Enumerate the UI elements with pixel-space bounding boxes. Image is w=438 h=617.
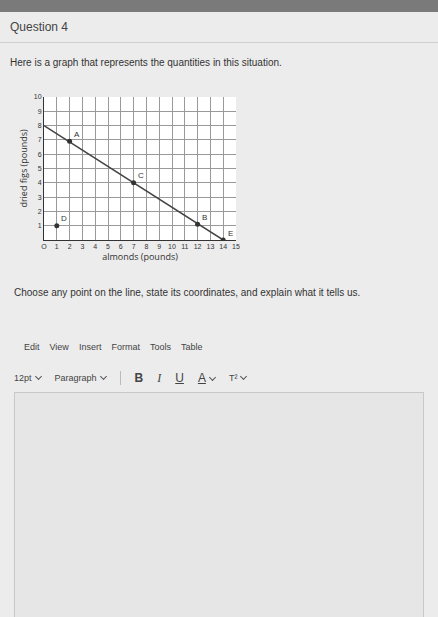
html-text:Insert: Insert	[78, 342, 102, 352]
html-text:Edit: Edit	[24, 342, 40, 352]
svg-text:15: 15	[232, 243, 240, 250]
svg-text:4: 4	[93, 243, 97, 250]
svg-text:9: 9	[157, 243, 161, 250]
svg-text:8: 8	[144, 243, 148, 250]
svg-text:5: 5	[106, 243, 110, 250]
svg-text:8: 8	[38, 122, 42, 129]
svg-text:almonds (pounds): almonds (pounds)	[102, 250, 178, 263]
html-text:T²: T²	[228, 373, 238, 383]
svg-text:4: 4	[38, 179, 42, 186]
html-text:Here is a graph that represent: Here is a graph that represents the quan…	[10, 57, 282, 68]
svg-text:5: 5	[38, 165, 42, 172]
svg-text:E: E	[228, 229, 233, 238]
svg-text:7: 7	[38, 136, 42, 143]
svg-text:3: 3	[80, 243, 84, 250]
svg-text:14: 14	[219, 243, 227, 250]
svg-text:11: 11	[181, 243, 188, 250]
html-text:View: View	[49, 342, 69, 352]
html-text:A: A	[197, 371, 206, 385]
svg-text:C: C	[138, 171, 144, 180]
svg-text:D: D	[61, 214, 67, 223]
svg-text:1: 1	[38, 222, 42, 229]
html-text:Tools: Tools	[149, 342, 171, 352]
html-text:Table: Table	[180, 342, 203, 352]
svg-text:3: 3	[38, 194, 42, 201]
html-text:B: B	[134, 371, 144, 385]
svg-text:13: 13	[207, 243, 215, 250]
html-text:Choose any point on the line,: Choose any point on the line, state its …	[14, 287, 361, 298]
svg-text:2: 2	[68, 243, 72, 250]
html-text:Format: Format	[111, 342, 140, 352]
svg-text:O: O	[41, 243, 47, 250]
svg-text:B: B	[202, 213, 207, 222]
svg-text:A: A	[74, 130, 80, 139]
svg-text:dried figs (pounds): dried figs (pounds)	[17, 129, 30, 208]
svg-text:10: 10	[34, 93, 42, 100]
html-text:I: I	[157, 370, 162, 385]
html-text:Paragraph: Paragraph	[54, 373, 97, 383]
html-text:U: U	[175, 371, 184, 385]
svg-text:6: 6	[38, 151, 42, 158]
svg-text:1: 1	[55, 243, 59, 250]
svg-text:12: 12	[194, 243, 202, 250]
svg-text:6: 6	[119, 243, 123, 250]
svg-text:7: 7	[132, 243, 136, 250]
svg-text:10: 10	[168, 243, 176, 250]
html-text:12pt: 12pt	[14, 373, 32, 383]
html-text:Question 4: Question 4	[10, 20, 68, 34]
svg-text:2: 2	[38, 208, 42, 215]
svg-text:9: 9	[38, 108, 42, 115]
